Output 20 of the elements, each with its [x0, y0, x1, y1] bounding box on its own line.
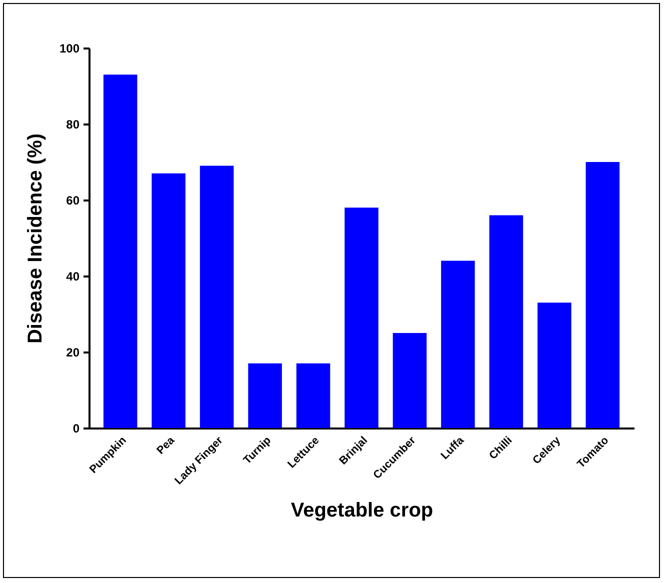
y-tick-label: 60	[66, 194, 80, 208]
bar	[103, 74, 138, 428]
bar	[489, 215, 524, 428]
bar	[392, 333, 427, 428]
x-tick-label: Pea	[154, 434, 178, 457]
bar	[296, 363, 330, 428]
y-tick-label: 20	[66, 346, 80, 360]
y-tick-label: 100	[59, 42, 80, 56]
bar	[152, 173, 186, 428]
y-axis-title: Disease Incidence (%)	[24, 133, 46, 344]
bar	[248, 363, 282, 428]
y-tick-label: 80	[66, 118, 80, 132]
x-axis-title: Vegetable crop	[290, 499, 434, 522]
bar	[586, 162, 620, 428]
bar	[200, 166, 234, 428]
y-tick-label: 0	[72, 422, 80, 436]
bar	[538, 302, 572, 428]
bar	[441, 260, 475, 428]
y-tick-label: 40	[66, 270, 80, 284]
bar	[344, 208, 378, 428]
